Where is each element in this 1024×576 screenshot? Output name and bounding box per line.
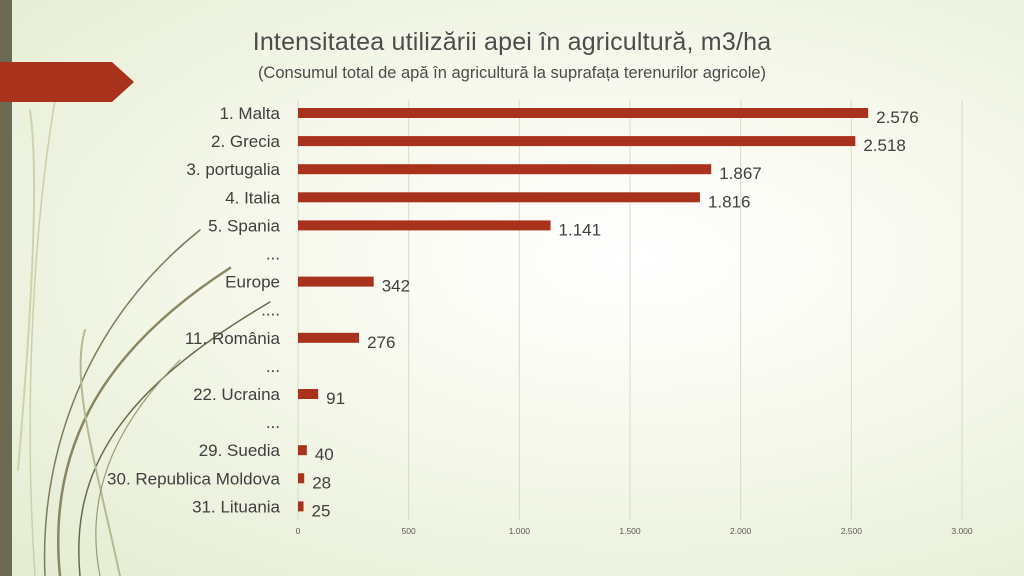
bar — [298, 164, 712, 175]
category-label: 2. Grecia — [211, 132, 281, 151]
value-label: 40 — [315, 445, 334, 464]
bar — [298, 501, 304, 512]
value-label: 2.518 — [863, 136, 906, 155]
gridlines — [297, 100, 963, 520]
bar — [298, 108, 869, 118]
decorative-curve — [29, 99, 56, 576]
x-tick-label: 2.500 — [841, 526, 863, 536]
value-label: 276 — [367, 333, 395, 352]
category-label: 3. portugalia — [186, 160, 280, 179]
category-label: .... — [261, 301, 280, 320]
category-label: 29. Suedia — [199, 441, 281, 460]
value-labels: 2.576 2.518 1.867 1.816 1.141 342 276 91 40 28 25 — [312, 108, 919, 520]
bar — [298, 332, 360, 343]
category-label: Europe — [225, 273, 280, 292]
decorative-curve — [95, 359, 181, 576]
decorative-curve — [17, 109, 36, 471]
chart-subtitle: (Consumul total de apă în agricultură la… — [257, 64, 767, 82]
decorative-curve — [79, 329, 121, 576]
category-label: ... — [266, 413, 280, 432]
category-labels: 1. Malta 2. Grecia 3. portugalia 4. Italia 5… — [107, 104, 280, 516]
value-label: 1.816 — [708, 192, 751, 211]
bar — [298, 220, 551, 231]
x-tick-label: 500 — [402, 526, 416, 536]
bar — [298, 276, 374, 287]
category-label: 22. Ucraina — [193, 385, 280, 404]
decorative-curve — [56, 266, 232, 576]
x-tick-label: 3.000 — [951, 526, 973, 536]
x-axis-tick-labels: 0 500 1.000 1.500 2.000 2.500 3.000 — [296, 526, 973, 536]
category-label: 1. Malta — [220, 104, 281, 123]
bar — [298, 445, 307, 456]
category-label: 5. Spania — [208, 216, 280, 235]
decorative-curve — [78, 301, 271, 576]
value-label: 342 — [382, 277, 410, 296]
category-label: 30. Republica Moldova — [107, 469, 280, 488]
value-label: 28 — [312, 473, 331, 492]
x-tick-label: 2.000 — [730, 526, 752, 536]
decorative-curve — [43, 229, 201, 576]
value-label: 1.867 — [719, 164, 762, 183]
x-tick-label: 1.000 — [509, 526, 531, 536]
chart-title: Intensitatea utilizării apei în agricult… — [252, 28, 772, 56]
x-tick-label: 1.500 — [619, 526, 641, 536]
value-label: 25 — [312, 501, 331, 520]
category-label: ... — [266, 245, 280, 264]
x-tick-label: 0 — [296, 526, 301, 536]
category-label: ... — [266, 357, 280, 376]
bar — [298, 192, 700, 203]
category-label: 31. Lituania — [192, 497, 280, 516]
category-label: 4. Italia — [225, 188, 280, 207]
value-label: 2.576 — [876, 108, 919, 127]
category-label: 11. România — [185, 329, 281, 348]
bar — [298, 389, 319, 399]
decorative-arrow-shape — [0, 62, 134, 102]
bar — [298, 136, 856, 147]
bar — [298, 473, 305, 484]
value-label: 91 — [326, 389, 345, 408]
slide-side-bar — [0, 0, 12, 576]
bars — [298, 108, 869, 512]
value-label: 1.141 — [559, 220, 602, 239]
